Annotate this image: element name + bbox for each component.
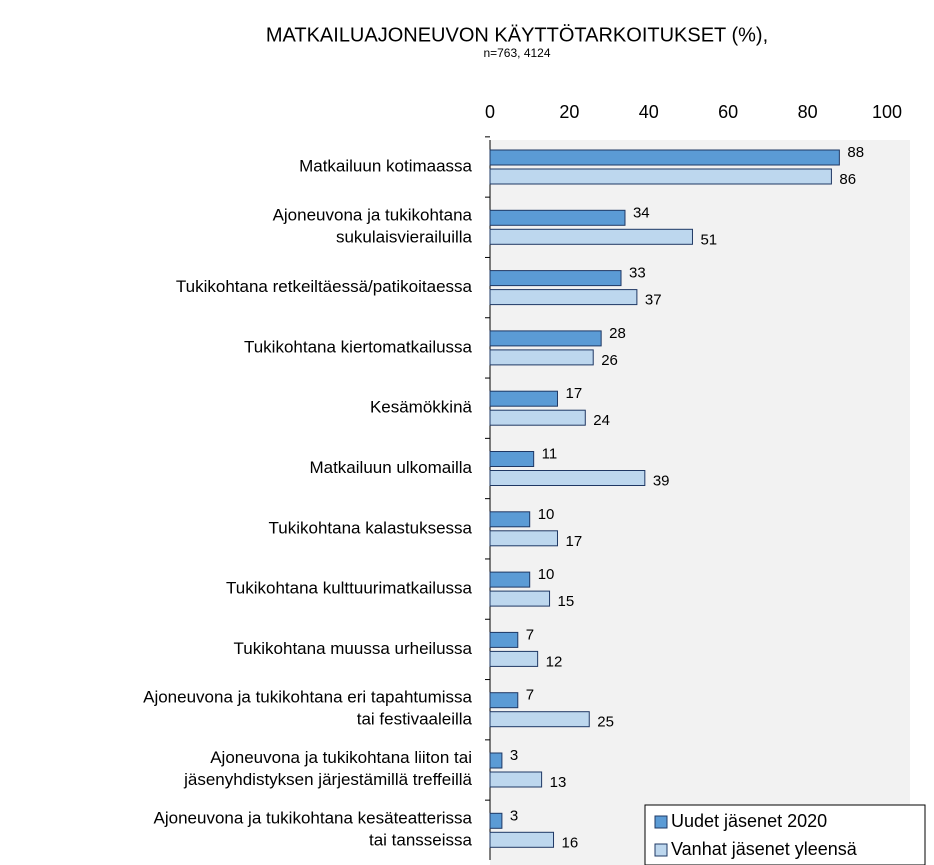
value-label: 3 <box>510 807 518 824</box>
value-label: 33 <box>629 265 646 282</box>
value-label: 37 <box>645 292 662 309</box>
bar <box>489 349 594 366</box>
legend-label: Uudet jäsenet 2020 <box>671 811 827 831</box>
bar <box>489 390 558 407</box>
value-label: 88 <box>847 144 864 161</box>
value-label: 11 <box>542 445 558 462</box>
bar <box>489 752 503 769</box>
x-tick-label: 60 <box>718 102 738 122</box>
category-label: Tukikohtana muussa urheilussa <box>234 639 473 658</box>
value-label: 15 <box>558 593 575 610</box>
category-label: Ajoneuvona ja tukikohtana sukulaisvierail… <box>273 206 473 247</box>
bar <box>489 650 539 667</box>
bar <box>489 812 503 829</box>
value-label: 16 <box>562 834 579 851</box>
x-tick-label: 0 <box>485 102 495 122</box>
value-label: 26 <box>601 352 618 369</box>
bar <box>489 571 531 588</box>
x-tick-label: 100 <box>872 102 902 122</box>
value-label: 86 <box>839 171 856 188</box>
bar <box>489 409 586 426</box>
category-label: Tukikohtana kalastuksessa <box>269 518 473 537</box>
category-label: Tukikohtana kulttuurimatkailussa <box>226 579 473 598</box>
category-label: Matkailuun kotimaassa <box>299 156 472 175</box>
bar <box>489 631 519 648</box>
value-label: 7 <box>526 626 534 643</box>
x-tick-label: 80 <box>798 102 818 122</box>
legend-box <box>644 804 926 865</box>
chart-title: MATKAILUAJONEUVON KÄYTTÖTARKOITUKSET (%)… <box>266 24 768 46</box>
bar <box>489 470 646 486</box>
value-label: 51 <box>700 231 717 248</box>
bar <box>489 149 840 166</box>
category-label: Ajoneuvona ja tukikohtana kesäteatteriss… <box>154 809 473 850</box>
legend-label: Vanhat jäsenet yleensä <box>671 839 858 859</box>
category-label: Ajoneuvona ja tukikohtana eri tapahtumis… <box>143 688 472 729</box>
bar <box>489 711 590 728</box>
bar <box>489 209 626 226</box>
bar <box>489 228 693 245</box>
bar <box>489 511 531 528</box>
chart-subtitle: n=763, 4124 <box>483 46 550 60</box>
value-label: 7 <box>526 687 534 704</box>
bar <box>489 451 535 467</box>
bar <box>489 270 622 287</box>
value-label: 34 <box>633 204 650 221</box>
category-label: Tukikohtana retkeiltäessä/patikoitaessa <box>176 277 473 296</box>
category-label: Tukikohtana kiertomatkailussa <box>244 337 473 356</box>
bar <box>489 330 602 347</box>
plot-area <box>490 140 910 865</box>
category-label: Matkailuun ulkomailla <box>309 458 472 477</box>
category-label: Ajoneuvona ja tukikohtana liiton tai jäse… <box>183 748 472 789</box>
legend-swatch <box>654 815 668 829</box>
value-label: 10 <box>538 506 555 523</box>
value-label: 17 <box>565 533 582 550</box>
value-label: 12 <box>546 653 563 670</box>
bar <box>489 831 555 848</box>
value-label: 28 <box>609 325 626 342</box>
bar <box>489 771 543 788</box>
legend-swatch <box>654 843 668 857</box>
bar <box>489 590 551 607</box>
bar <box>489 530 558 547</box>
value-label: 24 <box>593 412 610 429</box>
value-label: 39 <box>653 472 670 489</box>
value-label: 10 <box>538 566 555 583</box>
bar <box>489 289 638 306</box>
bar <box>489 692 519 709</box>
x-tick-label: 20 <box>559 102 579 122</box>
value-label: 3 <box>510 747 518 764</box>
category-label: Kesämökkinä <box>370 398 473 417</box>
value-label: 17 <box>565 385 582 402</box>
value-label: 25 <box>597 714 614 731</box>
x-tick-label: 40 <box>639 102 659 122</box>
bar <box>489 168 832 185</box>
value-label: 13 <box>550 774 567 791</box>
